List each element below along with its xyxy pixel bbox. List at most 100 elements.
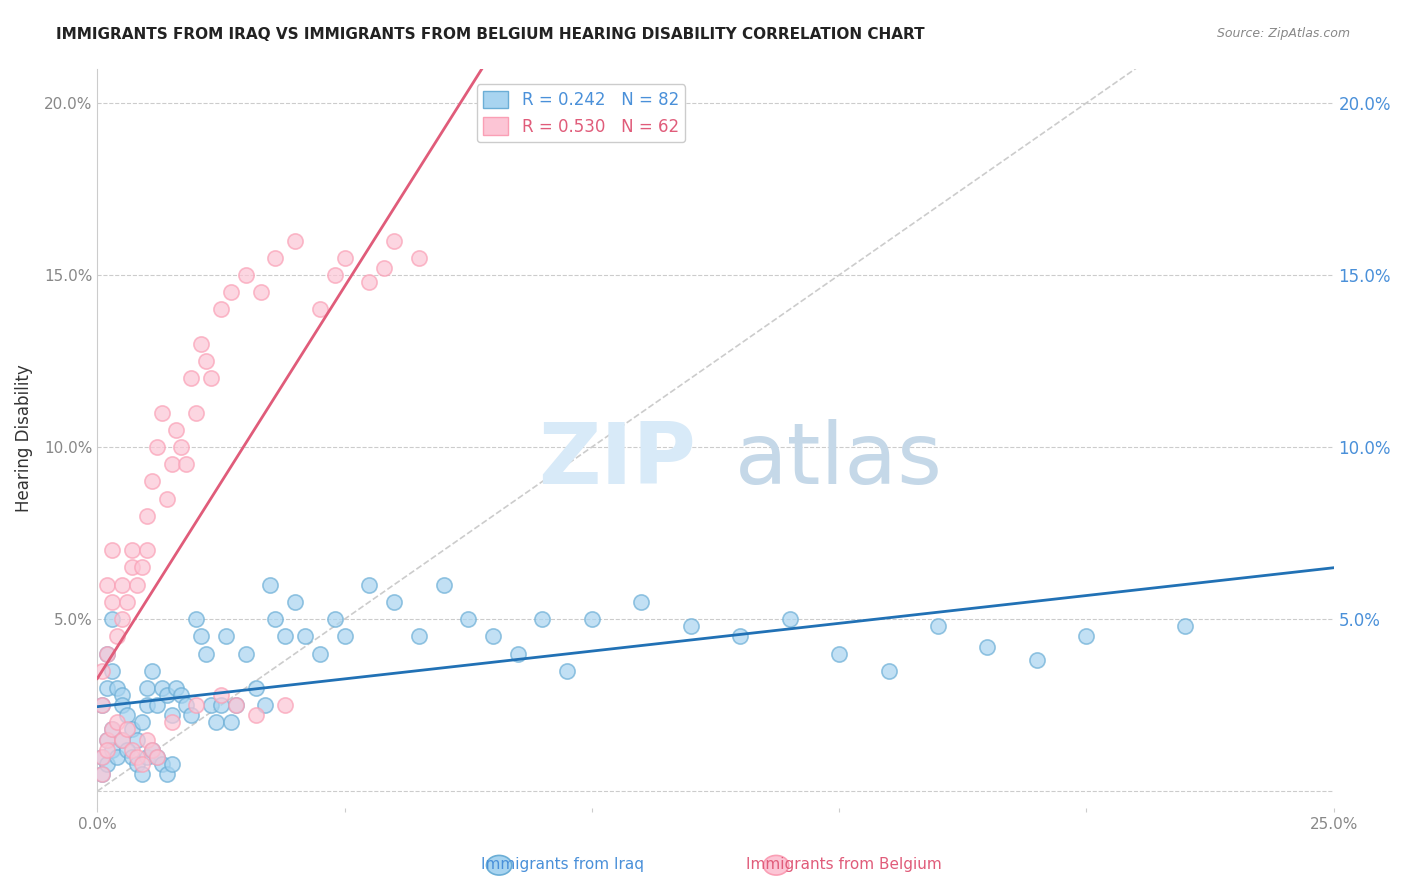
Point <box>274 629 297 643</box>
Point <box>245 708 267 723</box>
Text: Source: ZipAtlas.com: Source: ZipAtlas.com <box>1216 27 1350 40</box>
Point <box>91 749 114 764</box>
Point <box>131 767 153 781</box>
Point <box>235 647 257 661</box>
Point <box>91 767 114 781</box>
Point <box>145 698 167 713</box>
Point <box>274 698 297 713</box>
Point <box>209 698 232 713</box>
Point <box>105 629 128 643</box>
Point <box>264 612 287 626</box>
Point <box>927 619 949 633</box>
Point <box>225 698 247 713</box>
Point <box>219 285 242 300</box>
Point <box>160 756 183 771</box>
Point <box>877 664 900 678</box>
Point <box>457 612 479 626</box>
Point <box>382 595 405 609</box>
Point <box>382 234 405 248</box>
Point <box>186 406 208 420</box>
Point <box>166 423 188 437</box>
Point <box>91 749 114 764</box>
Point <box>111 732 134 747</box>
Point <box>180 708 202 723</box>
Point <box>96 681 118 695</box>
Point <box>121 723 143 737</box>
Point <box>235 268 257 282</box>
Point <box>408 251 430 265</box>
Point <box>121 749 143 764</box>
Text: IMMIGRANTS FROM IRAQ VS IMMIGRANTS FROM BELGIUM HEARING DISABILITY CORRELATION C: IMMIGRANTS FROM IRAQ VS IMMIGRANTS FROM … <box>56 27 925 42</box>
Point <box>630 595 652 609</box>
Point <box>176 457 198 471</box>
Point <box>176 698 198 713</box>
Point <box>155 491 177 506</box>
Point <box>155 767 177 781</box>
Point <box>150 406 173 420</box>
Point <box>111 732 134 747</box>
Point <box>131 715 153 730</box>
Text: Immigrants from Iraq: Immigrants from Iraq <box>481 857 644 872</box>
Point <box>264 251 287 265</box>
Point <box>373 261 395 276</box>
Point <box>200 698 222 713</box>
Point <box>141 475 163 489</box>
Point <box>121 543 143 558</box>
Point <box>145 440 167 454</box>
Point <box>131 560 153 574</box>
Point <box>101 723 124 737</box>
Point <box>91 664 114 678</box>
Point <box>105 749 128 764</box>
Point <box>309 647 332 661</box>
Point <box>141 743 163 757</box>
Point <box>1076 629 1098 643</box>
Point <box>141 743 163 757</box>
Point <box>976 640 998 654</box>
Point <box>323 268 346 282</box>
Text: ZIP: ZIP <box>537 419 696 502</box>
Point <box>323 612 346 626</box>
Point <box>1026 653 1049 667</box>
Point <box>105 681 128 695</box>
Point <box>115 743 138 757</box>
Point <box>160 715 183 730</box>
Point <box>96 743 118 757</box>
Point <box>111 612 134 626</box>
Point <box>125 732 148 747</box>
Point <box>101 612 124 626</box>
Point <box>254 698 277 713</box>
Point <box>101 664 124 678</box>
Point <box>131 756 153 771</box>
Point <box>111 577 134 591</box>
Point <box>209 688 232 702</box>
Point <box>195 647 218 661</box>
Point <box>135 698 157 713</box>
Point <box>96 577 118 591</box>
Point <box>150 756 173 771</box>
Point <box>135 749 157 764</box>
Point <box>333 251 356 265</box>
Point <box>115 723 138 737</box>
Point <box>728 629 751 643</box>
Point <box>359 577 381 591</box>
Point <box>679 619 702 633</box>
Point <box>294 629 316 643</box>
Point <box>135 508 157 523</box>
Point <box>101 595 124 609</box>
Point <box>101 543 124 558</box>
Point <box>111 698 134 713</box>
Point <box>145 749 167 764</box>
Point <box>225 698 247 713</box>
Point <box>135 732 157 747</box>
Point <box>180 371 202 385</box>
Legend: R = 0.242   N = 82, R = 0.530   N = 62: R = 0.242 N = 82, R = 0.530 N = 62 <box>477 84 686 142</box>
Point <box>200 371 222 385</box>
Point <box>91 767 114 781</box>
Point <box>121 560 143 574</box>
Point <box>195 354 218 368</box>
Point <box>111 688 134 702</box>
Point <box>170 440 193 454</box>
Point <box>186 612 208 626</box>
Point <box>135 681 157 695</box>
Point <box>506 647 529 661</box>
